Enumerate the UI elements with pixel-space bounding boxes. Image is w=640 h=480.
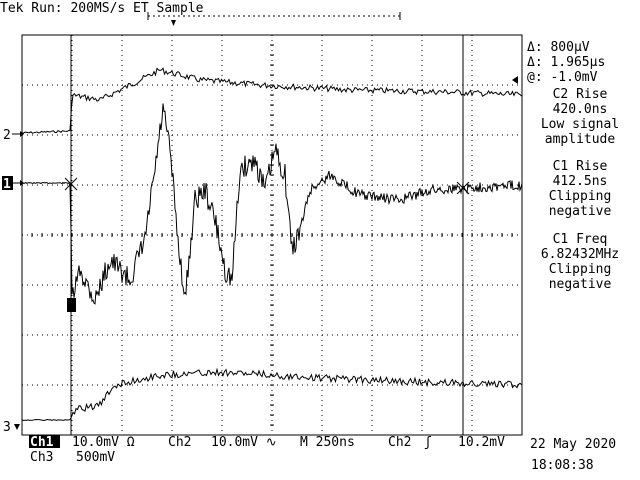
svg-text:412.5ns: 412.5ns xyxy=(553,174,608,189)
svg-text:Low signal: Low signal xyxy=(541,117,619,132)
record-position-bracket xyxy=(147,12,401,26)
graticule xyxy=(21,34,523,436)
trigger-slope-icon: ʃ xyxy=(424,435,432,450)
ch3-scale: 500mV xyxy=(76,450,115,465)
measurement-c1-rise: C1 Rise 412.5ns Clipping negative xyxy=(549,159,612,219)
measurement-c2-rise: C2 Rise 420.0ns Low signal amplitude xyxy=(541,87,619,147)
svg-text:Clipping: Clipping xyxy=(549,189,612,204)
svg-text:C1 Freq: C1 Freq xyxy=(553,232,608,247)
trigger-level-marker xyxy=(67,298,76,312)
ch2-scale: 10.0mV ∿ xyxy=(211,435,277,450)
trigger-position-icon xyxy=(171,20,176,26)
trigger-level: 10.2mV xyxy=(458,435,505,450)
svg-text:420.0ns: 420.0ns xyxy=(553,102,608,117)
svg-text:6.82432MHz: 6.82432MHz xyxy=(541,247,619,262)
cursor-position-icon xyxy=(512,76,518,84)
svg-text:3: 3 xyxy=(3,420,11,435)
ch3-waveform xyxy=(21,367,522,422)
svg-text:Clipping: Clipping xyxy=(549,262,612,277)
footer-settings: Ch1 10.0mV Ω Ch2 10.0mV ∿ M 250ns Ch2 ʃ … xyxy=(29,435,616,473)
svg-text:C2 Rise: C2 Rise xyxy=(553,87,608,102)
ch3-label[interactable]: Ch3 xyxy=(30,450,53,465)
svg-text:negative: negative xyxy=(549,277,612,292)
trigger-source: Ch2 xyxy=(388,435,411,450)
svg-text:amplitude: amplitude xyxy=(545,132,616,147)
svg-text:2: 2 xyxy=(3,128,11,143)
svg-text:1: 1 xyxy=(3,177,11,192)
ch2-label[interactable]: Ch2 xyxy=(168,435,191,450)
timebase: M 250ns xyxy=(300,435,355,450)
ch2-waveform xyxy=(21,67,522,134)
measurement-c1-freq: C1 Freq 6.82432MHz Clipping negative xyxy=(541,232,619,292)
date: 22 May 2020 xyxy=(530,437,616,452)
svg-text:C1 Rise: C1 Rise xyxy=(553,159,608,174)
cursor-delta-time: Δ: 1.965µs xyxy=(527,55,605,70)
time: 18:08:38 xyxy=(531,458,594,473)
cursor-delta-voltage: Δ: 800µV xyxy=(527,40,590,55)
ch1-label[interactable]: Ch1 xyxy=(30,435,54,450)
ch1-ground-marker: 1 xyxy=(2,176,24,192)
ch1-scale: 10.0mV Ω xyxy=(72,435,135,450)
acquisition-status: Tek Run: 200MS/s ET Sample xyxy=(0,1,204,16)
svg-text:negative: negative xyxy=(549,204,612,219)
cursor-crosshair-2 xyxy=(456,181,470,195)
cursor-at-voltage: @: -1.0mV xyxy=(527,70,598,85)
ch3-ground-marker: 3 xyxy=(3,420,20,435)
ch1-waveform xyxy=(21,103,523,305)
cursor-crosshair-1 xyxy=(64,177,78,191)
ch2-ground-marker: 2 xyxy=(3,128,24,143)
cursor-readout: Δ: 800µV Δ: 1.965µs @: -1.0mV xyxy=(512,40,605,85)
